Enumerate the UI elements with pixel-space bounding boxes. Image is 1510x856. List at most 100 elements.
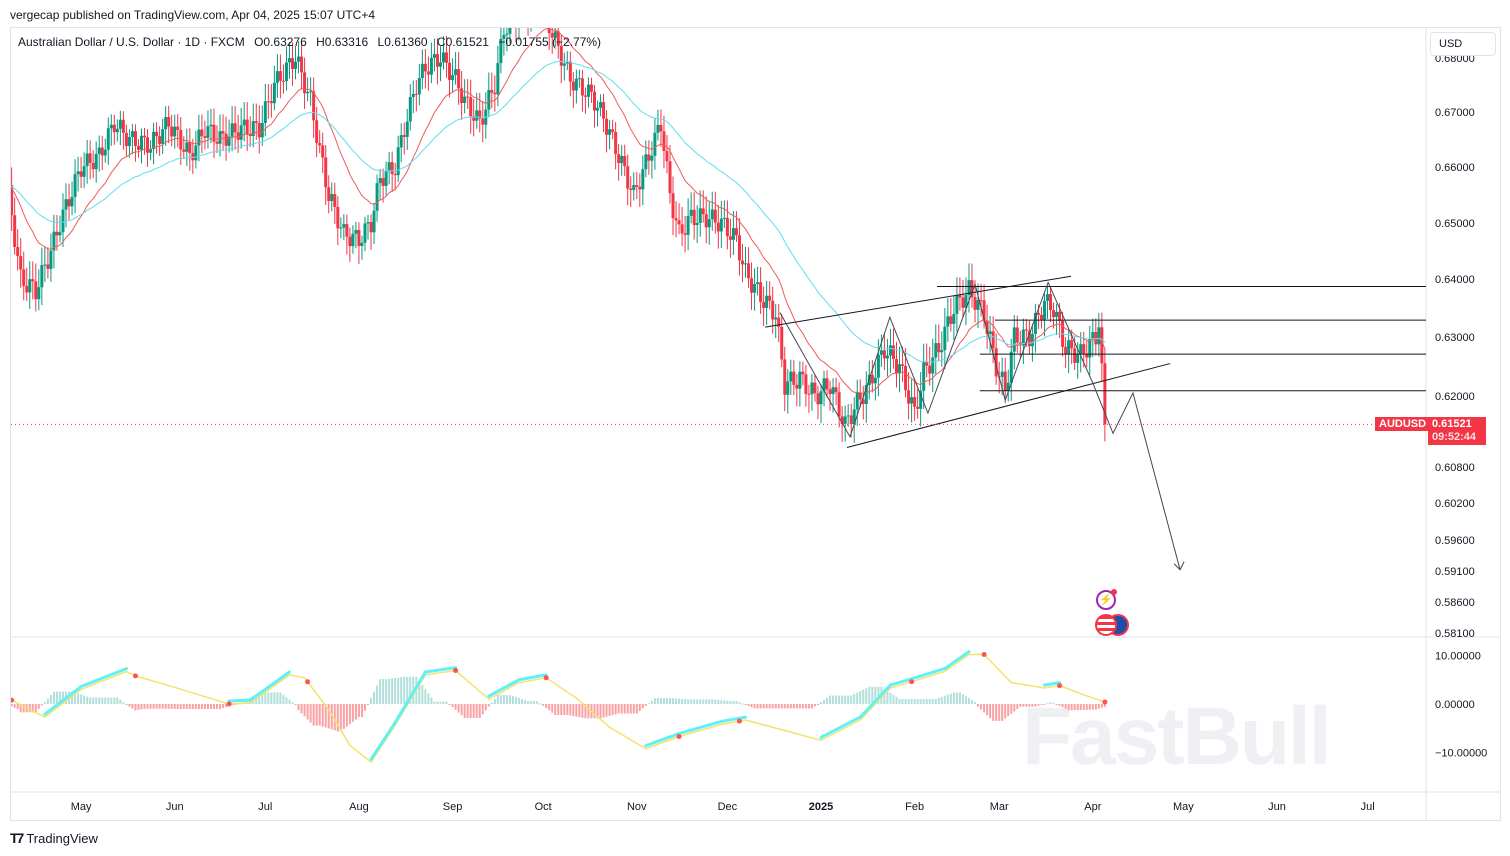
candle-body bbox=[158, 136, 162, 144]
symbol-title[interactable]: Australian Dollar / U.S. Dollar · 1D · F… bbox=[18, 35, 245, 49]
candle-body bbox=[958, 295, 962, 298]
candle-body bbox=[287, 58, 291, 63]
candle-body bbox=[342, 224, 346, 228]
osc-histogram-bar bbox=[665, 698, 668, 704]
osc-histogram-bar bbox=[409, 676, 412, 704]
osc-histogram-bar bbox=[502, 695, 505, 704]
candle-body bbox=[1042, 300, 1046, 320]
osc-main-line bbox=[517, 673, 548, 682]
candle-body bbox=[315, 120, 319, 144]
channel-lower-line bbox=[846, 363, 1171, 448]
events-icon[interactable]: ⚡ bbox=[1096, 590, 1116, 610]
candle-body bbox=[1012, 327, 1016, 352]
osc-histogram-bar bbox=[191, 704, 194, 709]
osc-histogram-bar bbox=[11, 704, 13, 707]
candle-body bbox=[550, 33, 554, 38]
osc-histogram-bar bbox=[998, 704, 1001, 721]
candle-body bbox=[1064, 346, 1068, 355]
osc-histogram-bar bbox=[1052, 702, 1055, 704]
time-tick-label: Sep bbox=[443, 801, 463, 813]
candle-body bbox=[562, 63, 566, 66]
osc-histogram-bar bbox=[176, 704, 179, 709]
osc-histogram-bar bbox=[659, 698, 662, 704]
candle-body bbox=[309, 91, 313, 93]
candle-body bbox=[801, 371, 805, 375]
osc-histogram-bar bbox=[738, 702, 741, 704]
candle-body bbox=[152, 131, 156, 149]
candle-body bbox=[43, 264, 47, 266]
osc-histogram-bar bbox=[219, 704, 222, 709]
candle-body bbox=[508, 28, 512, 34]
osc-histogram-bar bbox=[726, 700, 729, 704]
candle-body bbox=[357, 229, 361, 246]
osc-histogram-bar bbox=[632, 704, 635, 714]
us-flag-icon[interactable] bbox=[1095, 614, 1117, 636]
osc-histogram-bar bbox=[669, 698, 671, 704]
candle-body bbox=[218, 131, 222, 144]
candle-body bbox=[130, 131, 134, 137]
candle-body bbox=[381, 178, 385, 186]
osc-histogram-bar bbox=[451, 704, 454, 708]
candle-body bbox=[297, 56, 301, 62]
osc-histogram-bar bbox=[919, 699, 922, 704]
candle-body bbox=[1097, 327, 1101, 345]
osc-histogram-bar bbox=[732, 701, 735, 704]
currency-button[interactable]: USD bbox=[1430, 32, 1496, 56]
osc-histogram-bar bbox=[481, 704, 484, 715]
osc-histogram-bar bbox=[865, 688, 868, 704]
candle-body bbox=[1036, 312, 1040, 315]
osc-histogram-bar bbox=[602, 704, 605, 718]
osc-histogram-bar bbox=[629, 704, 632, 714]
osc-histogram-bar bbox=[327, 704, 330, 729]
candle-body bbox=[209, 124, 213, 127]
candle-body bbox=[469, 97, 473, 117]
candle-body bbox=[940, 350, 944, 353]
time-tick-label: May bbox=[1173, 801, 1194, 813]
osc-histogram-bar bbox=[971, 700, 973, 704]
osc-cross-marker bbox=[11, 697, 15, 703]
osc-histogram-bar bbox=[907, 699, 910, 704]
candle-body bbox=[602, 102, 606, 119]
candle-body bbox=[904, 365, 908, 391]
candle-body bbox=[481, 118, 485, 125]
price-tick-label: 0.59100 bbox=[1435, 566, 1475, 578]
candle-body bbox=[1003, 371, 1007, 391]
osc-histogram-bar bbox=[463, 704, 466, 719]
price-tick-label: 0.62000 bbox=[1435, 391, 1475, 403]
osc-histogram-bar bbox=[584, 704, 587, 719]
candle-body bbox=[487, 90, 491, 110]
osc-histogram-bar bbox=[508, 695, 511, 704]
candle-body bbox=[200, 129, 204, 137]
osc-histogram-bar bbox=[759, 704, 762, 709]
osc-histogram-bar bbox=[92, 697, 95, 704]
candle-body bbox=[438, 62, 442, 67]
tv-logo-icon: T7 bbox=[10, 830, 24, 846]
candle-body bbox=[719, 218, 723, 232]
candle-body bbox=[206, 126, 210, 138]
osc-histogram-bar bbox=[653, 698, 656, 704]
osc-histogram-bar bbox=[521, 699, 524, 704]
osc-histogram-bar bbox=[662, 698, 665, 704]
osc-histogram-bar bbox=[424, 689, 427, 704]
price-tick-label: 0.58600 bbox=[1435, 597, 1475, 609]
candle-body bbox=[161, 129, 165, 144]
candle-body bbox=[731, 228, 735, 240]
osc-histogram-bar bbox=[1037, 704, 1040, 706]
osc-histogram-bar bbox=[901, 699, 904, 704]
osc-histogram-bar bbox=[1034, 704, 1037, 707]
tradingview-logo[interactable]: T7 TradingView bbox=[10, 830, 98, 846]
osc-histogram-bar bbox=[886, 690, 889, 704]
candle-body bbox=[230, 123, 234, 137]
candle-body bbox=[499, 38, 503, 64]
candle-body bbox=[176, 126, 180, 130]
publish-info: vergecap published on TradingView.com, A… bbox=[10, 8, 376, 22]
osc-histogram-bar bbox=[792, 704, 795, 709]
osc-histogram-bar bbox=[58, 691, 61, 704]
osc-histogram-bar bbox=[798, 704, 801, 709]
osc-histogram-bar bbox=[575, 704, 578, 717]
ema-fast-line bbox=[11, 28, 1106, 395]
osc-histogram-bar bbox=[989, 704, 992, 719]
price-tick-label: 0.64000 bbox=[1435, 274, 1475, 286]
candle-body bbox=[445, 52, 449, 63]
